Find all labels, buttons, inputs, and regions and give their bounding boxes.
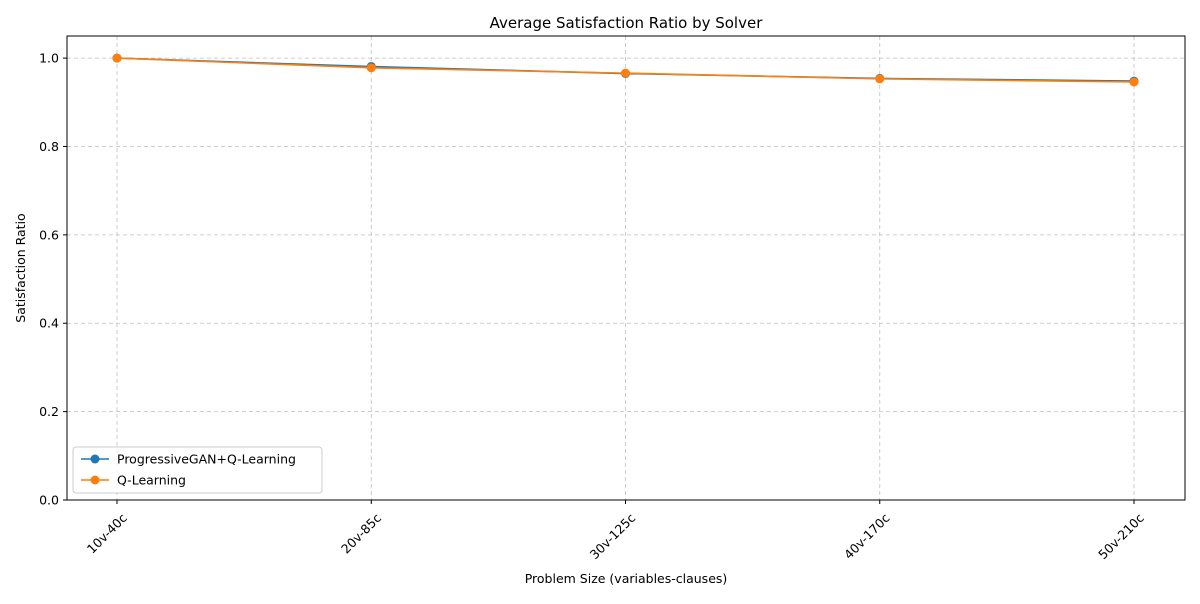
data-point: [112, 53, 122, 63]
y-tick-label: 0.2: [39, 404, 59, 419]
x-tick-label: 10v-40c: [84, 510, 130, 556]
data-point: [621, 68, 630, 78]
legend-label: ProgressiveGAN+Q-Learning: [117, 452, 296, 467]
legend-box: [72, 446, 323, 494]
x-axis-label: Problem Size (variables-clauses): [525, 571, 728, 586]
legend-swatch-marker: [90, 454, 100, 464]
series-lines: [112, 53, 1139, 87]
y-tick-label: 0.4: [39, 316, 59, 331]
data-point: [875, 74, 885, 84]
y-tick-label: 1.0: [39, 51, 59, 66]
legend-swatch-marker: [90, 475, 100, 485]
y-tick-label: 0.8: [39, 139, 59, 154]
legend-label: Q-Learning: [117, 473, 186, 488]
x-tick-label: 30v-125c: [587, 510, 639, 562]
x-tick-label: 50v-210c: [1095, 510, 1147, 562]
x-tick-label: 20v-85c: [338, 510, 384, 556]
legend: ProgressiveGAN+Q-Learning Q-Learning: [72, 446, 323, 494]
data-point: [1129, 77, 1139, 87]
x-tick-label: 40v-170c: [841, 510, 893, 562]
y-axis-label: Satisfaction Ratio: [13, 213, 28, 322]
y-tick-label: 0.0: [39, 493, 59, 508]
data-point: [366, 63, 376, 73]
y-tick-label: 0.6: [39, 227, 59, 242]
chart-title: Average Satisfaction Ratio by Solver: [490, 14, 764, 32]
plot-background: [67, 36, 1185, 500]
